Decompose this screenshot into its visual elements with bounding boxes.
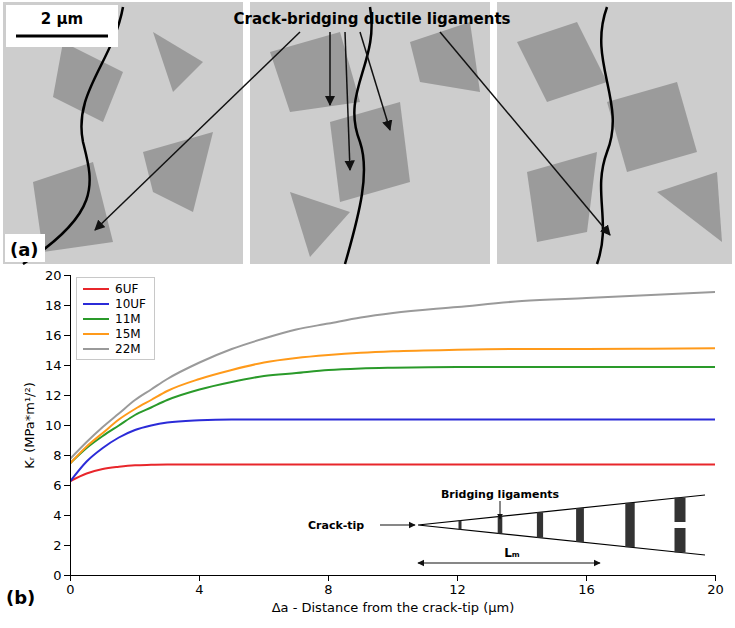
svg-text:Crack-tip: Crack-tip [308, 519, 364, 532]
svg-text:Δa - Distance from the crack-t: Δa - Distance from the crack-tip (μm) [272, 600, 515, 615]
html-text:(b): (b) [6, 587, 36, 608]
svg-text:(a): (a) [10, 239, 39, 260]
svg-text:20: 20 [707, 582, 724, 597]
svg-text:18: 18 [45, 298, 62, 313]
svg-text:4: 4 [195, 582, 203, 597]
html-text:22M: 22M [115, 341, 141, 356]
svg-text:16: 16 [578, 582, 595, 597]
svg-text:0: 0 [53, 568, 61, 583]
html-text:11M: 11M [115, 311, 141, 326]
svg-text:12: 12 [45, 388, 62, 403]
svg-text:Kᵣ (MPa*m¹/²): Kᵣ (MPa*m¹/²) [22, 382, 37, 469]
svg-text:0: 0 [66, 582, 74, 597]
svg-text:16: 16 [45, 328, 62, 343]
svg-text:14: 14 [45, 358, 62, 373]
svg-text:4: 4 [53, 508, 61, 523]
svg-text:12: 12 [449, 582, 466, 597]
svg-text:8: 8 [324, 582, 332, 597]
svg-text:6: 6 [53, 478, 61, 493]
svg-text:8: 8 [53, 448, 61, 463]
svg-text:20: 20 [45, 268, 62, 283]
html-text:10UF: 10UF [115, 296, 146, 311]
html-text:15M: 15M [115, 326, 141, 341]
svg-text:2: 2 [53, 538, 61, 553]
svg-text:10: 10 [45, 418, 62, 433]
svg-text:Lₘ: Lₘ [504, 546, 520, 560]
svg-text:2 µm: 2 µm [41, 10, 83, 28]
html-text:6UF: 6UF [115, 281, 139, 296]
svg-text:Bridging ligaments: Bridging ligaments [441, 488, 559, 501]
svg-text:Crack-bridging ductile ligamen: Crack-bridging ductile ligaments [233, 10, 510, 28]
